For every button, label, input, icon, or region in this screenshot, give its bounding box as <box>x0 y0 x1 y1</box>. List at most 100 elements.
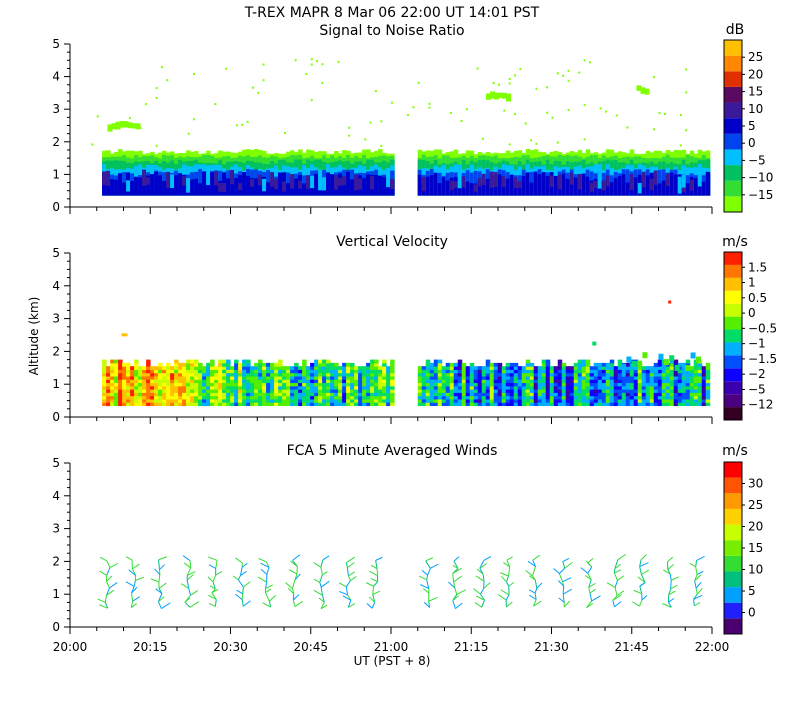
vv-cell <box>298 399 303 403</box>
wind-barb-flag <box>259 559 267 562</box>
vv-cell <box>682 376 687 380</box>
vv-cell <box>510 369 515 373</box>
vv-cell <box>606 383 611 387</box>
vv-cell <box>382 366 387 370</box>
vv-cell <box>438 373 443 377</box>
vv-cell <box>534 399 539 403</box>
vv-cell <box>430 376 435 380</box>
vv-cell <box>574 376 579 380</box>
vv-cell <box>322 392 327 396</box>
vv-cell <box>478 383 483 387</box>
vv-cell <box>222 392 227 396</box>
vv-cell <box>330 383 335 387</box>
vv-cell <box>550 399 555 403</box>
vv-cell <box>354 366 359 370</box>
vv-cell <box>666 379 671 383</box>
vv-cell <box>182 369 187 373</box>
snr-speckle <box>428 103 430 105</box>
vv-cell <box>566 402 571 406</box>
vv-cell <box>142 396 147 400</box>
vv-cell <box>202 369 207 373</box>
vv-cell <box>142 379 147 383</box>
vv-cell <box>286 389 291 393</box>
wind-barb-flag <box>564 601 570 607</box>
wind-barb-flag <box>426 558 433 561</box>
vv-cell <box>682 383 687 387</box>
vv-cell <box>682 373 687 377</box>
snr-cell <box>430 175 435 195</box>
vv-cell <box>426 379 431 383</box>
wind-barb-segment <box>265 593 269 602</box>
vv-cell <box>158 402 163 406</box>
snr-speckle <box>685 91 687 93</box>
wind-barb-segment <box>105 595 106 602</box>
vv-cell <box>654 392 659 396</box>
vv-cell <box>378 373 383 377</box>
vv-cell <box>598 399 603 403</box>
x-tick-label: 22:00 <box>695 640 730 654</box>
wind-barb-flag <box>476 576 484 581</box>
snr-core-cell <box>666 173 671 186</box>
vv-cell <box>262 389 267 393</box>
vv-cell <box>498 402 503 406</box>
vv-cell <box>226 369 231 373</box>
vv-cell <box>664 359 669 365</box>
vv-cell <box>582 379 587 383</box>
vv-cell <box>318 383 323 387</box>
vv-cell <box>150 402 155 406</box>
vv-cell <box>674 396 679 400</box>
vv-cell <box>242 360 247 364</box>
vv-cell <box>214 392 219 396</box>
vv-cell <box>642 369 647 373</box>
wind-barb-flag <box>563 589 572 594</box>
vv-cell <box>654 373 659 377</box>
vv-cell <box>598 379 603 383</box>
vv-cell <box>286 392 291 396</box>
vv-cell <box>586 369 591 373</box>
vv-cell <box>466 399 471 403</box>
vv-cell <box>258 392 263 396</box>
vv-cell <box>478 376 483 380</box>
vv-cell <box>562 363 567 367</box>
vv-cell <box>686 376 691 380</box>
vv-cell <box>146 402 151 406</box>
vv-cell <box>614 376 619 380</box>
vv-cell <box>478 402 483 406</box>
vv-cell <box>534 366 539 370</box>
wind-barb-flag <box>106 576 111 581</box>
vv-cell <box>162 389 167 393</box>
vv-cell <box>302 386 307 390</box>
vv-cell <box>502 402 507 406</box>
vv-cell <box>254 373 259 377</box>
vv-cell <box>266 366 271 370</box>
vv-cell <box>366 383 371 387</box>
vv-cell <box>178 366 183 370</box>
vv-cell <box>138 376 143 380</box>
snr-cyan-cell <box>262 179 267 191</box>
vv-cell <box>342 389 347 393</box>
vv-cell <box>378 366 383 370</box>
vv-cell <box>426 386 431 390</box>
vv-cell <box>674 392 679 396</box>
vv-cell <box>190 373 195 377</box>
vv-cell <box>318 360 323 364</box>
colorbar-label: −1.5 <box>748 352 777 366</box>
vv-cell <box>702 396 707 400</box>
vv-cell <box>526 396 531 400</box>
colorbar-label: 30 <box>748 477 763 491</box>
snr-core-cell <box>222 183 227 192</box>
vv-cell <box>470 399 475 403</box>
vv-cell <box>162 396 167 400</box>
vv-cell <box>278 392 283 396</box>
snr-cell <box>614 178 619 195</box>
wind-barb-flag <box>269 595 275 601</box>
vv-cell <box>170 399 175 403</box>
vv-cell <box>562 389 567 393</box>
wind-barb-segment <box>320 582 321 587</box>
snr-units: dB <box>726 22 745 38</box>
vv-cell <box>374 373 379 377</box>
vv-cell <box>646 366 651 370</box>
snr-cell <box>418 175 423 196</box>
vv-cell <box>622 399 627 403</box>
vv-cell <box>126 389 131 393</box>
